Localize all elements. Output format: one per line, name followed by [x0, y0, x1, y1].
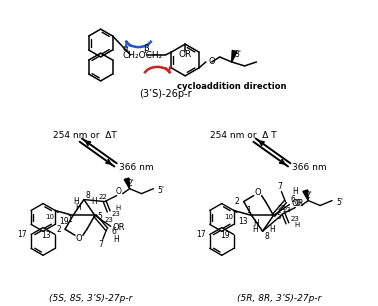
- Text: H: H: [116, 206, 121, 211]
- Text: 17: 17: [17, 230, 27, 239]
- Text: H: H: [75, 203, 81, 212]
- Text: 254 nm or  Δ T: 254 nm or Δ T: [210, 131, 276, 140]
- Text: 366 nm: 366 nm: [119, 163, 153, 172]
- Text: 3': 3': [235, 50, 242, 58]
- Text: H: H: [270, 225, 276, 234]
- Text: 23: 23: [104, 217, 113, 223]
- Text: H: H: [252, 225, 257, 234]
- Text: β: β: [144, 43, 149, 53]
- Text: 5: 5: [98, 212, 103, 221]
- Text: 10: 10: [224, 215, 233, 220]
- Text: H: H: [114, 235, 119, 244]
- Text: 5: 5: [276, 212, 281, 221]
- Text: 366 nm: 366 nm: [292, 163, 327, 172]
- Text: CH₂OCH₂: CH₂OCH₂: [122, 50, 163, 60]
- Text: 5': 5': [336, 198, 343, 207]
- Text: 13: 13: [41, 231, 51, 240]
- Text: H: H: [294, 222, 300, 228]
- Text: 2: 2: [56, 225, 61, 234]
- Text: (5R, 8R, 3’S)-27p-r: (5R, 8R, 3’S)-27p-r: [237, 294, 322, 303]
- Text: 23: 23: [290, 216, 299, 222]
- Polygon shape: [232, 50, 237, 62]
- Text: α: α: [122, 43, 129, 53]
- Text: 6: 6: [112, 227, 116, 236]
- Text: 2': 2': [127, 179, 134, 188]
- Text: H: H: [73, 197, 79, 206]
- Text: 22: 22: [277, 206, 286, 211]
- Text: H: H: [91, 197, 97, 206]
- Text: H: H: [254, 219, 260, 228]
- Text: 22: 22: [98, 194, 107, 200]
- Text: 10: 10: [45, 215, 54, 220]
- Text: 6: 6: [290, 195, 295, 204]
- Text: O: O: [76, 234, 82, 243]
- Text: 17: 17: [196, 230, 206, 239]
- Text: 5': 5': [157, 186, 164, 195]
- Text: OR: OR: [113, 223, 125, 232]
- Text: 254 nm or  ΔT: 254 nm or ΔT: [53, 131, 117, 140]
- Text: O: O: [294, 199, 300, 208]
- Text: 1: 1: [68, 215, 72, 224]
- Text: 8: 8: [265, 232, 269, 241]
- Text: O: O: [116, 187, 122, 196]
- Text: 23: 23: [283, 207, 292, 214]
- Text: 2': 2': [306, 191, 313, 200]
- Text: 8: 8: [86, 191, 91, 200]
- Text: OR: OR: [178, 50, 192, 58]
- Text: O: O: [209, 58, 215, 66]
- Polygon shape: [124, 178, 130, 189]
- Text: (3’S)-26p-r: (3’S)-26p-r: [139, 89, 192, 99]
- Text: 7: 7: [277, 182, 282, 191]
- Text: 1: 1: [246, 206, 251, 215]
- Text: 23: 23: [112, 211, 121, 218]
- Text: OR: OR: [291, 199, 304, 208]
- Text: cycloaddition direction: cycloaddition direction: [177, 82, 287, 91]
- Text: 19: 19: [59, 217, 69, 226]
- Text: (5S, 8S, 3’S)-27p-r: (5S, 8S, 3’S)-27p-r: [49, 294, 132, 303]
- Text: 19: 19: [220, 231, 229, 240]
- Text: 2: 2: [235, 197, 240, 206]
- Text: O: O: [254, 188, 261, 197]
- Text: H: H: [292, 187, 298, 196]
- Text: 13: 13: [238, 217, 247, 226]
- Polygon shape: [303, 190, 308, 200]
- Text: 7: 7: [98, 240, 103, 249]
